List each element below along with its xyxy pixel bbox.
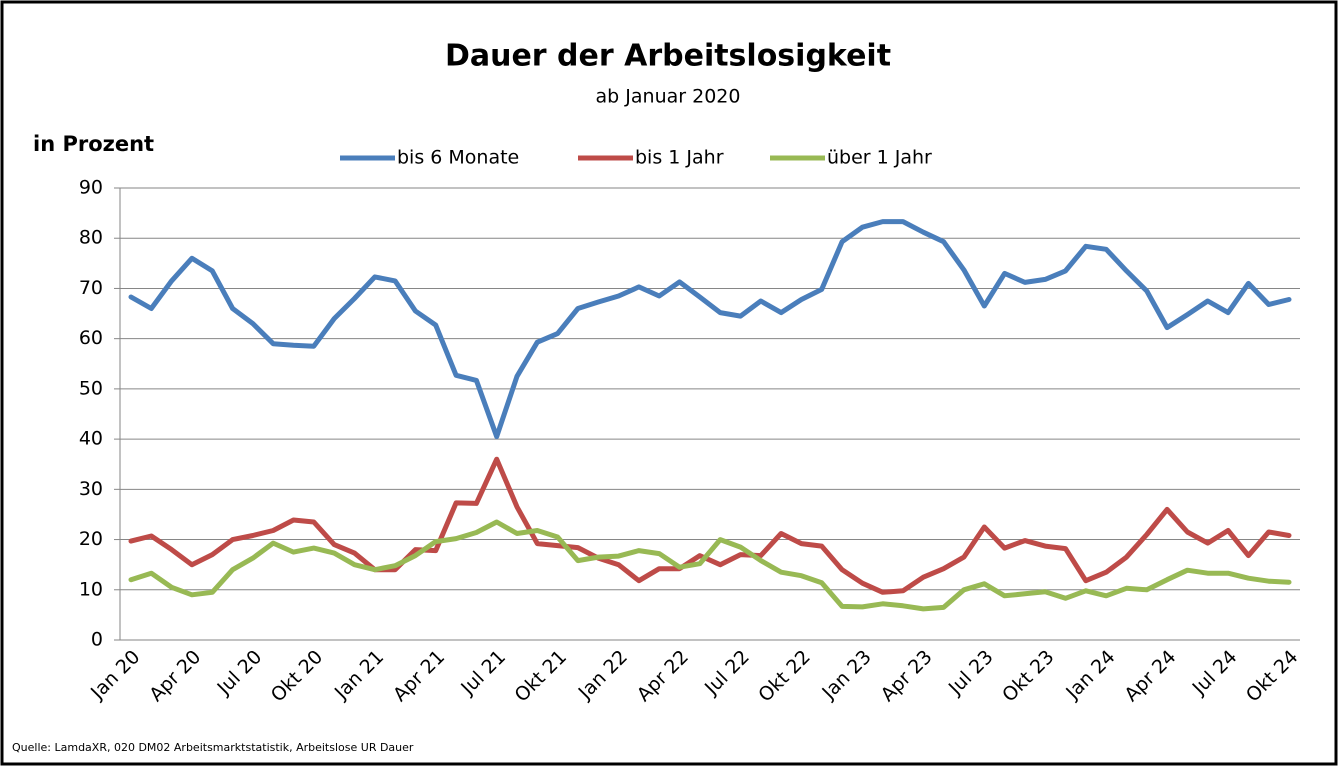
y-tick-label: 20 bbox=[79, 528, 103, 550]
series-line bbox=[128, 456, 1292, 595]
chart-subtitle: ab Januar 2020 bbox=[596, 86, 741, 108]
legend-label: bis 1 Jahr bbox=[635, 147, 724, 169]
series-line bbox=[128, 519, 1292, 612]
y-axis-label: in Prozent bbox=[33, 132, 154, 156]
y-tick-label: 50 bbox=[79, 377, 103, 399]
y-tick-label: 70 bbox=[79, 277, 103, 299]
legend-label: über 1 Jahr bbox=[827, 147, 932, 169]
y-tick-label: 0 bbox=[91, 629, 103, 651]
source-note: Quelle: LamdaXR, 020 DM02 Arbeitsmarktst… bbox=[12, 741, 414, 754]
y-tick-label: 80 bbox=[79, 227, 103, 249]
legend-label: bis 6 Monate bbox=[397, 147, 519, 169]
y-tick-label: 40 bbox=[79, 428, 103, 450]
y-tick-label: 90 bbox=[79, 177, 103, 199]
series-line bbox=[128, 219, 1292, 440]
y-tick-label: 30 bbox=[79, 478, 103, 500]
y-tick-label: 60 bbox=[79, 327, 103, 349]
y-tick-label: 10 bbox=[79, 578, 103, 600]
chart-title: Dauer der Arbeitslosigkeit bbox=[445, 39, 891, 74]
